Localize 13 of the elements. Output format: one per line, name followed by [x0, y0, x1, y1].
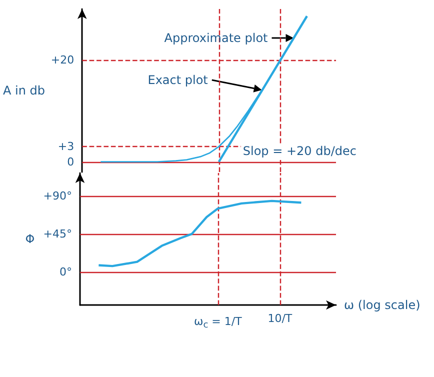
y-tick-label: +45° [43, 227, 72, 240]
text: Exact plot [148, 72, 208, 87]
x-tick-label: 10/T [268, 312, 292, 325]
y-tick-label: +20 [50, 53, 74, 66]
y-tick-label: +3 [58, 140, 74, 154]
y-tick-label: 0° [60, 266, 72, 278]
y-tick-label: +90° [43, 189, 72, 202]
series-label: Approximate plot [164, 30, 268, 45]
y-axis-title: Φ [25, 232, 35, 246]
y-tick-label: 0 [67, 155, 74, 168]
annotation: Slop = +20 db/dec [242, 144, 356, 158]
x-axis-title: ω (log scale) [344, 298, 420, 312]
y-axis-title: A in db [3, 84, 46, 98]
